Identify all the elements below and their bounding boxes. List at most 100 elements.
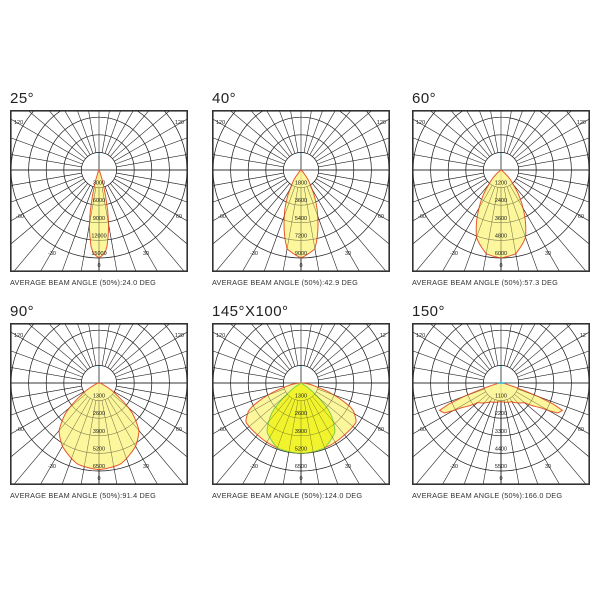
grid-spoke-overlay — [516, 391, 578, 428]
grid-overlay — [10, 323, 188, 472]
grid-spoke — [318, 154, 390, 168]
angle-label: 0 — [97, 476, 100, 482]
grid-spoke — [516, 118, 590, 162]
angle-label: -60 — [218, 427, 226, 433]
grid-spoke — [290, 110, 299, 153]
grid-spoke — [512, 110, 552, 157]
grid-spoke — [107, 323, 134, 368]
grid-spoke — [116, 367, 188, 381]
angle-label: -30 — [250, 251, 258, 257]
grid-spoke — [466, 323, 493, 368]
grid-spoke-overlay — [116, 172, 186, 186]
grid-spoke — [212, 350, 285, 378]
ring-label: 7200 — [295, 233, 307, 239]
ring-label: 4800 — [495, 233, 507, 239]
angle-label: 30 — [545, 464, 551, 470]
ring-label: 1100 — [495, 394, 507, 400]
angle-label: 30 — [345, 251, 351, 257]
grid-spoke — [27, 110, 86, 159]
ring-label: 5500 — [495, 464, 507, 470]
angle-label: 0 — [97, 263, 100, 269]
grid-spoke — [61, 186, 94, 272]
grid-spoke-overlay — [115, 388, 182, 414]
grid-spoke-overlay — [318, 385, 388, 399]
grid-spoke — [10, 181, 86, 246]
grid-spoke-overlay — [112, 181, 167, 227]
grid-spoke-overlay — [514, 181, 569, 227]
grid-spoke — [10, 175, 83, 203]
ring-label: 4400 — [495, 446, 507, 452]
grid-spoke-overlay — [244, 396, 290, 451]
grid-spoke-overlay — [104, 399, 130, 466]
grid-spoke-overlay — [317, 175, 384, 201]
chart-title: 90° — [10, 303, 35, 320]
grid-spoke — [104, 110, 122, 154]
ring-label: 5200 — [93, 446, 105, 452]
grid-spoke-overlay — [54, 185, 91, 247]
plot-frame — [412, 110, 590, 272]
grid-spoke-overlay — [509, 185, 546, 247]
grid-spoke-overlay — [470, 399, 496, 466]
grid-spoke-overlay — [114, 391, 176, 428]
grid-spoke — [506, 323, 524, 367]
beam-angle-caption: AVERAGE BEAM ANGLE (50%):166.0 DEG — [412, 491, 563, 500]
grid-spoke-overlay — [509, 398, 546, 460]
polar-plot: 1300 2600 3900 5200 6500 120 12 -60 60 -30 30 0 — [212, 323, 390, 485]
grid-spoke — [101, 323, 110, 366]
angle-label: -60 — [218, 214, 226, 220]
grid-spoke — [10, 331, 84, 375]
grid-spoke — [506, 399, 539, 485]
grid-spoke-overlay — [214, 172, 284, 186]
ring-label: 3600 — [495, 216, 507, 222]
angle-label: 60 — [176, 214, 182, 220]
grid-spoke-overlay — [424, 391, 486, 428]
grid-spoke — [312, 323, 352, 370]
grid-spoke — [229, 110, 288, 159]
grid-spoke-overlay — [316, 391, 378, 428]
grid-spoke — [317, 137, 390, 165]
angle-label: 12 — [580, 333, 586, 339]
grid-spoke — [303, 323, 312, 366]
grid-spoke — [516, 178, 590, 222]
grid-spoke — [212, 118, 286, 162]
ring-label: 3300 — [495, 429, 507, 435]
grid-spoke — [317, 175, 390, 203]
grid-spoke — [429, 323, 488, 372]
grid-spoke-overlay — [516, 178, 578, 215]
ring-label: 6000 — [495, 251, 507, 257]
grid-spoke — [107, 110, 134, 155]
grid-spoke-overlay — [314, 394, 369, 440]
grid-spoke — [303, 110, 312, 153]
grid-spoke-overlay — [418, 388, 485, 414]
angle-label: 120 — [216, 333, 225, 339]
grid-spoke-overlay — [114, 178, 176, 215]
chart-title: 145°X100° — [212, 303, 289, 320]
grid-spoke — [312, 110, 352, 157]
grid-spoke — [212, 178, 286, 222]
ring-label: 6000 — [93, 198, 105, 204]
grid-spoke — [115, 350, 188, 378]
grid-spoke — [212, 181, 288, 246]
grid-spoke — [114, 178, 188, 222]
grid-spoke — [466, 110, 493, 155]
grid-spoke-overlay — [303, 400, 317, 470]
ring-label: 2600 — [295, 411, 307, 417]
grid-spoke-overlay — [83, 400, 97, 470]
grid-spoke — [503, 110, 512, 153]
grid-spoke — [306, 110, 324, 154]
grid-spoke — [503, 323, 512, 366]
grid-spoke-overlay — [112, 394, 167, 440]
grid-spoke — [463, 399, 496, 485]
grid-spoke-overlay — [31, 394, 86, 440]
angle-label: 120 — [577, 120, 586, 126]
polar-plot: 3000 6000 9000 12000 15000 120 120 -60 60 -30 30 0 — [10, 110, 188, 272]
zero-dot — [300, 366, 302, 369]
grid-spoke-overlay — [12, 172, 82, 186]
ring-label: 1300 — [295, 394, 307, 400]
grid-spoke-overlay — [418, 175, 485, 201]
grid-spoke-overlay — [317, 388, 384, 414]
angle-label: 120 — [175, 333, 184, 339]
grid-spoke — [110, 110, 150, 157]
grid-spoke-overlay — [214, 385, 284, 399]
zero-dot — [300, 153, 302, 156]
